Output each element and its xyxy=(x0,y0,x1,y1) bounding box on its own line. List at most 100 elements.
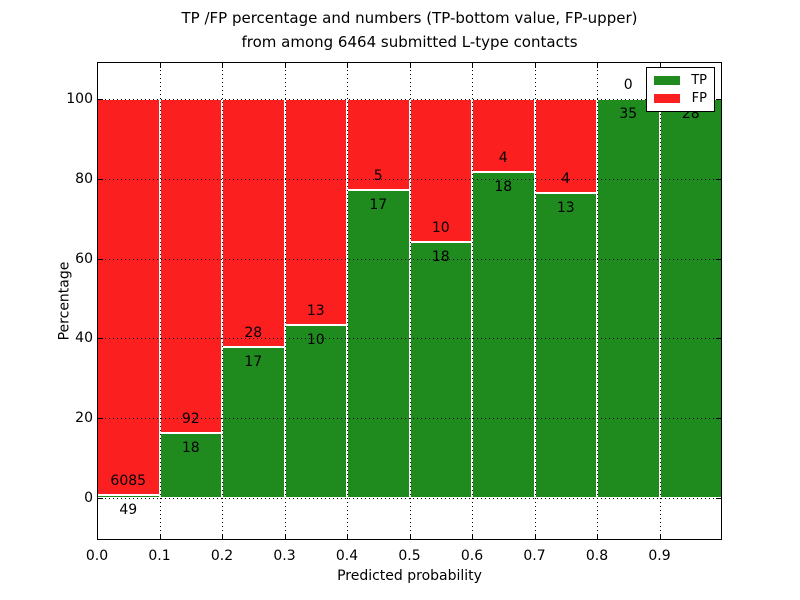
y-tick-mark xyxy=(97,498,103,499)
tp-swatch-icon xyxy=(654,76,680,85)
x-gridline xyxy=(159,62,161,540)
legend-label-fp: FP xyxy=(691,91,707,106)
tp-count-label: 49 xyxy=(119,501,138,518)
x-tick-mark-top xyxy=(347,62,348,68)
y-tick-mark-right xyxy=(716,418,722,420)
bar-segment-fp xyxy=(159,99,222,433)
x-tick-mark xyxy=(534,534,536,540)
x-tick-mark xyxy=(159,534,161,540)
bar-segment-tp xyxy=(534,192,597,498)
fp-count-label: 0 xyxy=(623,77,633,93)
y-axis-label: Percentage xyxy=(56,261,73,341)
x-tick-mark-top xyxy=(284,62,286,68)
x-tick-mark xyxy=(97,534,98,540)
y-tick-mark xyxy=(97,99,103,100)
legend-entry-tp: TP xyxy=(654,73,707,88)
fp-count-label: 13 xyxy=(306,302,325,319)
bar-segment-fp xyxy=(284,99,347,325)
plot-area: 6085 49 92 18 28 17 13 10 5 17 10 18 4 18 4 13 0 35 28 0 20 4… xyxy=(56,62,722,584)
fp-count-label: 28 xyxy=(244,325,263,342)
x-tick-label: 0.6 xyxy=(460,548,484,564)
tp-count-label: 17 xyxy=(369,196,388,213)
tp-count-label: 13 xyxy=(556,199,575,216)
bar-segment-tp xyxy=(159,432,222,498)
x-tick-label: 0.1 xyxy=(148,548,171,564)
x-gridline xyxy=(597,62,598,540)
y-tick-mark xyxy=(97,338,103,340)
fp-count-label: 10 xyxy=(431,219,450,236)
x-tick-mark xyxy=(472,534,473,540)
y-tick-label: 100 xyxy=(66,91,93,107)
bar-segment-fp xyxy=(472,99,535,172)
legend-entry-fp: FP xyxy=(654,91,707,106)
x-tick-mark xyxy=(347,534,348,540)
x-gridline xyxy=(659,62,661,540)
x-tick-mark-top xyxy=(597,62,598,68)
x-gridline xyxy=(409,62,411,540)
bar-segment-fp xyxy=(534,99,597,193)
x-tick-mark-top xyxy=(222,62,223,68)
x-tick-label: 0.2 xyxy=(210,548,234,564)
tp-count-label: 17 xyxy=(244,354,263,371)
x-gridline xyxy=(534,62,536,540)
x-tick-mark-top xyxy=(534,62,536,68)
x-tick-label: 0.3 xyxy=(273,548,296,564)
x-tick-mark xyxy=(659,534,661,540)
x-gridline xyxy=(284,62,286,540)
y-tick-label: 0 xyxy=(84,490,93,506)
y-tick-mark-right xyxy=(716,178,722,180)
x-tick-mark xyxy=(222,534,223,540)
x-tick-mark xyxy=(597,534,598,540)
y-tick-mark xyxy=(97,178,103,180)
x-gridline xyxy=(347,62,348,540)
x-gridline xyxy=(472,62,473,540)
y-tick-mark-right xyxy=(716,338,722,340)
fp-count-label: 92 xyxy=(181,410,200,427)
y-tick-mark xyxy=(97,418,103,420)
legend: TP FP xyxy=(646,67,715,112)
fp-swatch-icon xyxy=(654,94,680,103)
y-tick-label: 20 xyxy=(75,410,93,427)
x-tick-mark-top xyxy=(472,62,473,68)
x-tick-mark xyxy=(284,534,286,540)
tp-count-label: 18 xyxy=(494,178,513,195)
x-tick-mark-top xyxy=(409,62,411,68)
y-tick-mark-right xyxy=(716,99,722,100)
bar-segment-fp xyxy=(222,99,285,348)
y-tick-mark xyxy=(97,258,103,260)
legend-label-tp: TP xyxy=(691,73,707,88)
x-tick-label: 0.0 xyxy=(85,548,109,564)
fp-count-label: 4 xyxy=(561,170,571,187)
tp-count-label: 10 xyxy=(306,331,325,348)
x-tick-label: 0.4 xyxy=(335,548,359,564)
y-tick-label: 80 xyxy=(75,170,93,187)
bar-segment-fp xyxy=(409,99,472,242)
chart-title-line2: from among 6464 submitted L-type contact… xyxy=(241,33,578,51)
y-tick-mark-right xyxy=(716,498,722,499)
tp-count-label: 18 xyxy=(181,439,200,456)
y-tick-mark-right xyxy=(716,258,722,260)
fp-count-label: 4 xyxy=(498,149,508,166)
x-tick-mark xyxy=(409,534,411,540)
bar-segment-tp xyxy=(409,241,472,498)
fp-count-label: 5 xyxy=(373,167,383,184)
y-tick-label: 40 xyxy=(75,330,93,347)
chart-title: TP /FP percentage and numbers (TP-bottom… xyxy=(97,6,722,54)
tp-count-label: 18 xyxy=(431,248,450,265)
bar-segment-tp xyxy=(222,347,285,498)
chart-title-line1: TP /FP percentage and numbers (TP-bottom… xyxy=(181,9,638,27)
x-tick-mark-top xyxy=(159,62,161,68)
x-tick-label: 0.9 xyxy=(648,548,671,564)
bar-segment-tp xyxy=(347,189,410,498)
bar-segment-tp xyxy=(472,171,535,498)
bar-segment-tp xyxy=(597,99,660,498)
tp-count-label: 35 xyxy=(619,106,638,122)
x-tick-label: 0.8 xyxy=(585,548,609,564)
bar-segment-fp xyxy=(97,99,160,495)
x-axis-label: Predicted probability xyxy=(337,568,482,584)
y-tick-label: 60 xyxy=(75,250,93,267)
x-tick-label: 0.7 xyxy=(523,548,546,564)
x-tick-mark-top xyxy=(97,62,98,68)
x-gridline xyxy=(222,62,223,540)
